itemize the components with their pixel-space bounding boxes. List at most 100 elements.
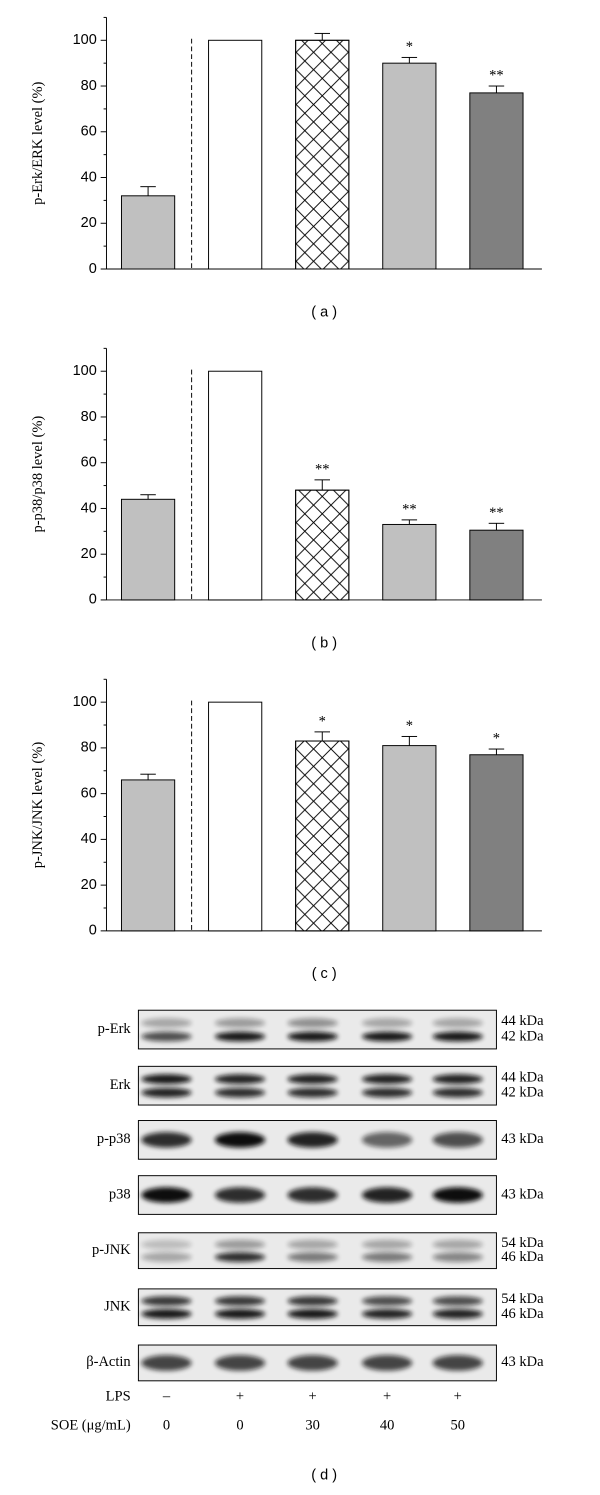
bar-hatch xyxy=(295,740,350,932)
blot-band xyxy=(141,1087,192,1098)
blot-band xyxy=(214,1355,266,1371)
kda-label: 54 kDa xyxy=(501,1291,544,1307)
panel-caption: ( a ) xyxy=(311,304,337,320)
blot-band xyxy=(141,1018,192,1028)
y-tick-label: 40 xyxy=(81,500,97,516)
significance: ** xyxy=(489,68,504,84)
kda-label: 44 kDa xyxy=(501,1069,544,1085)
y-axis-label: p-p38/p38 level (%) xyxy=(30,416,46,533)
blot-band xyxy=(361,1031,413,1042)
bar xyxy=(208,701,263,932)
kda-label: 42 kDa xyxy=(501,1085,544,1101)
blot-box xyxy=(137,1065,497,1106)
blot-row-label: p-JNK xyxy=(92,1242,131,1258)
condition-value: + xyxy=(383,1389,391,1405)
blot-band xyxy=(361,1309,413,1319)
y-tick-label: 40 xyxy=(81,831,97,847)
kda-label: 46 kDa xyxy=(501,1249,544,1265)
bar-hatch xyxy=(295,39,350,270)
blot-band xyxy=(432,1087,483,1098)
blot-band xyxy=(141,1031,192,1042)
blot-band xyxy=(361,1074,413,1084)
blot-band xyxy=(214,1132,266,1148)
blot-band xyxy=(361,1132,413,1148)
panel-caption: ( c ) xyxy=(312,966,337,982)
significance: * xyxy=(406,39,413,55)
blot-band xyxy=(287,1187,338,1203)
blot-band xyxy=(214,1087,266,1098)
blot-band xyxy=(432,1031,483,1042)
bar xyxy=(382,62,437,270)
blot-band xyxy=(287,1031,338,1042)
blot-row-label: p-p38 xyxy=(97,1131,131,1147)
blot-band xyxy=(214,1031,266,1042)
kda-label: 43 kDa xyxy=(501,1186,544,1202)
y-tick-label: 20 xyxy=(81,877,97,893)
bar xyxy=(469,754,524,932)
bar xyxy=(382,523,437,601)
bar xyxy=(382,745,437,932)
y-tick-label: 0 xyxy=(89,592,97,608)
blot-band xyxy=(141,1074,192,1084)
y-tick-label: 60 xyxy=(81,124,97,140)
condition-value: – xyxy=(162,1389,171,1405)
blot-band xyxy=(432,1296,483,1306)
y-tick-label: 0 xyxy=(89,923,97,939)
y-tick-label: 80 xyxy=(81,78,97,94)
blot-band xyxy=(141,1296,192,1306)
blot-band xyxy=(361,1018,413,1028)
blot-band xyxy=(432,1074,483,1084)
bar xyxy=(208,39,263,270)
y-tick-label: 60 xyxy=(81,455,97,471)
blot-row-label: p38 xyxy=(109,1186,131,1202)
y-tick-label: 60 xyxy=(81,785,97,801)
blot-band xyxy=(361,1187,413,1203)
bar xyxy=(469,92,524,270)
blot-band xyxy=(141,1132,192,1148)
kda-label: 43 kDa xyxy=(501,1354,544,1370)
blot-band xyxy=(432,1132,483,1148)
bar xyxy=(120,779,176,932)
blot-band xyxy=(287,1355,338,1371)
kda-label: 43 kDa xyxy=(501,1131,544,1147)
kda-label: 44 kDa xyxy=(501,1013,544,1029)
blot-band xyxy=(361,1252,413,1262)
bar xyxy=(208,370,263,601)
kda-label: 42 kDa xyxy=(501,1029,544,1045)
blot-box xyxy=(137,1288,497,1327)
y-tick-label: 0 xyxy=(89,261,97,277)
condition-value: + xyxy=(236,1389,244,1405)
condition-label: LPS xyxy=(106,1389,131,1405)
blot-band xyxy=(287,1074,338,1084)
blot-band xyxy=(432,1355,483,1371)
significance: * xyxy=(319,714,326,730)
bar xyxy=(120,498,176,601)
significance: ** xyxy=(489,505,504,521)
blot-band xyxy=(214,1239,266,1250)
y-tick-label: 20 xyxy=(81,215,97,231)
blot-row-label: β-Actin xyxy=(86,1354,131,1370)
y-tick-label: 100 xyxy=(73,32,97,48)
blot-band xyxy=(432,1018,483,1028)
condition-value: 50 xyxy=(450,1418,465,1434)
condition-value: 40 xyxy=(380,1418,395,1434)
bar xyxy=(469,529,524,601)
blot-band xyxy=(287,1252,338,1262)
blot-band xyxy=(141,1239,192,1250)
condition-value: + xyxy=(308,1389,316,1405)
blot-row-label: p-Erk xyxy=(98,1021,132,1037)
significance: * xyxy=(493,731,500,747)
blot-row-label: JNK xyxy=(104,1299,131,1315)
significance: ** xyxy=(402,502,417,518)
bar xyxy=(120,195,176,270)
blot-row-label: Erk xyxy=(110,1077,132,1093)
y-tick-label: 40 xyxy=(81,169,97,185)
condition-label: SOE (μg/mL) xyxy=(51,1418,131,1434)
blot-band xyxy=(432,1252,483,1262)
blot-band xyxy=(214,1296,266,1306)
blot-band xyxy=(214,1252,266,1262)
blot-band xyxy=(214,1309,266,1319)
y-axis-label: p-JNK/JNK level (%) xyxy=(30,742,46,869)
blot-band xyxy=(287,1309,338,1319)
